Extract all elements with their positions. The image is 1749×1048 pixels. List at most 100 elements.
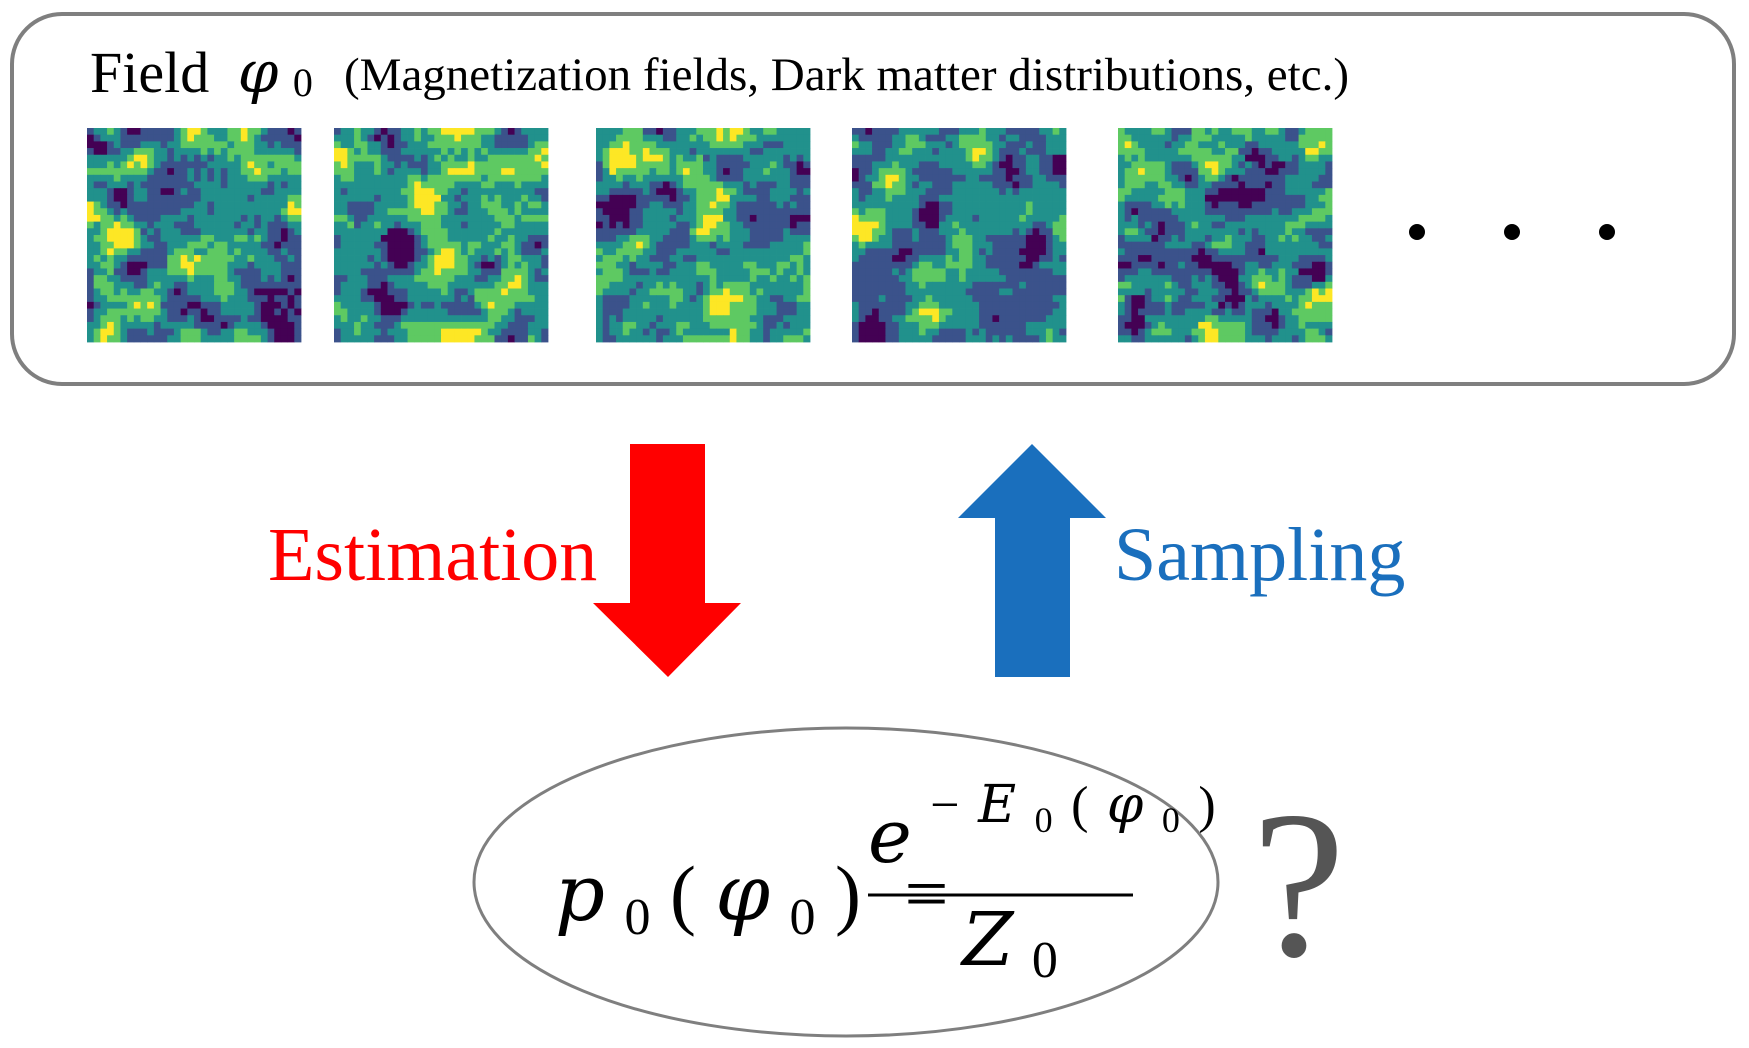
field-cell (1245, 281, 1253, 289)
field-cell (140, 308, 148, 316)
field-cell (1151, 235, 1159, 243)
field-cell (878, 301, 886, 309)
field-cell (347, 134, 355, 142)
field-cell (656, 214, 664, 223)
field-cell (1311, 235, 1320, 243)
field-cell (865, 181, 873, 189)
field-cell (180, 295, 188, 303)
field-cell (959, 241, 967, 249)
field-cell (220, 241, 228, 249)
field-cell (709, 328, 717, 336)
field-cell (514, 275, 522, 283)
field-cell (407, 221, 415, 229)
field-cell (1052, 308, 1060, 316)
field-cell (180, 275, 188, 283)
field-cell (789, 134, 798, 142)
field-cell (1278, 288, 1286, 296)
field-cell (133, 194, 141, 202)
field-cell (1019, 228, 1027, 236)
field-cell (214, 248, 222, 256)
field-cell (521, 168, 529, 176)
field-cell (649, 288, 657, 296)
field-cell (662, 321, 670, 330)
field-cell (294, 228, 302, 236)
field-cell (467, 261, 475, 269)
field-cell (400, 181, 408, 189)
field-cell (865, 261, 873, 269)
field-cell (1124, 235, 1132, 243)
field-cell (1178, 241, 1186, 249)
field-cell (1164, 161, 1172, 169)
field-cell (1298, 255, 1306, 263)
field-cell (938, 321, 947, 330)
field-cell (749, 335, 757, 343)
field-cell (1211, 188, 1219, 196)
field-cell (1318, 275, 1326, 283)
field-cell (1118, 248, 1126, 256)
field-cell (87, 208, 95, 216)
field-cell (789, 295, 798, 303)
field-cell (945, 235, 953, 243)
field-cell (763, 228, 771, 236)
field-cell (153, 181, 161, 189)
field-cell (912, 335, 920, 343)
field-cell (487, 295, 495, 303)
field-cell (1245, 161, 1253, 169)
field-cell (669, 154, 677, 162)
field-cell (972, 288, 980, 296)
field-cell (1265, 261, 1273, 269)
field-cell (1151, 181, 1159, 189)
field-cell (167, 134, 175, 142)
field-cell (1178, 281, 1186, 289)
field-cell (865, 128, 873, 136)
field-cell (521, 275, 529, 283)
field-cell (274, 315, 282, 323)
field-cell (1305, 214, 1313, 223)
field-cell (387, 228, 395, 236)
field-cell (749, 301, 757, 309)
field-cell (642, 194, 650, 202)
field-cell (340, 188, 348, 196)
field-cell (925, 315, 933, 323)
field-cell (959, 181, 967, 189)
field-cell (1211, 181, 1219, 189)
field-cell (682, 174, 691, 182)
field-cell (1144, 148, 1152, 156)
field-cell (703, 288, 711, 296)
field-cell (1158, 275, 1166, 283)
field-cell (234, 308, 242, 316)
field-cell (434, 255, 442, 263)
field-cell (596, 168, 604, 176)
field-cell (649, 208, 657, 216)
field-cell (254, 308, 262, 316)
field-cell (1191, 141, 1199, 149)
field-cell (441, 181, 449, 189)
field-cell (892, 214, 900, 223)
field-cell (481, 194, 489, 202)
field-cell (187, 168, 195, 176)
field-cell (387, 148, 395, 156)
field-cell (756, 301, 764, 309)
field-cell (1251, 221, 1259, 229)
field-cell (160, 188, 168, 196)
field-cell (959, 208, 967, 216)
field-cell (769, 301, 777, 309)
field-cell (878, 315, 886, 323)
field-cell (783, 241, 791, 249)
field-cell (387, 255, 395, 263)
field-title-examples: (Magnetization fields, Dark matter distr… (344, 49, 1349, 101)
field-cell (1039, 134, 1047, 142)
field-cell (803, 328, 811, 336)
field-cell (527, 268, 536, 276)
field-cell (1045, 295, 1054, 303)
field-cell (1211, 228, 1219, 236)
field-cell (414, 188, 422, 196)
field-cell (1198, 295, 1206, 303)
field-cell (267, 141, 275, 149)
field-cell (1245, 154, 1253, 162)
field-cell (227, 221, 235, 229)
field-cell (1025, 261, 1033, 269)
field-cell (207, 181, 215, 189)
field-cell (1204, 168, 1213, 176)
field-cell (441, 201, 449, 209)
